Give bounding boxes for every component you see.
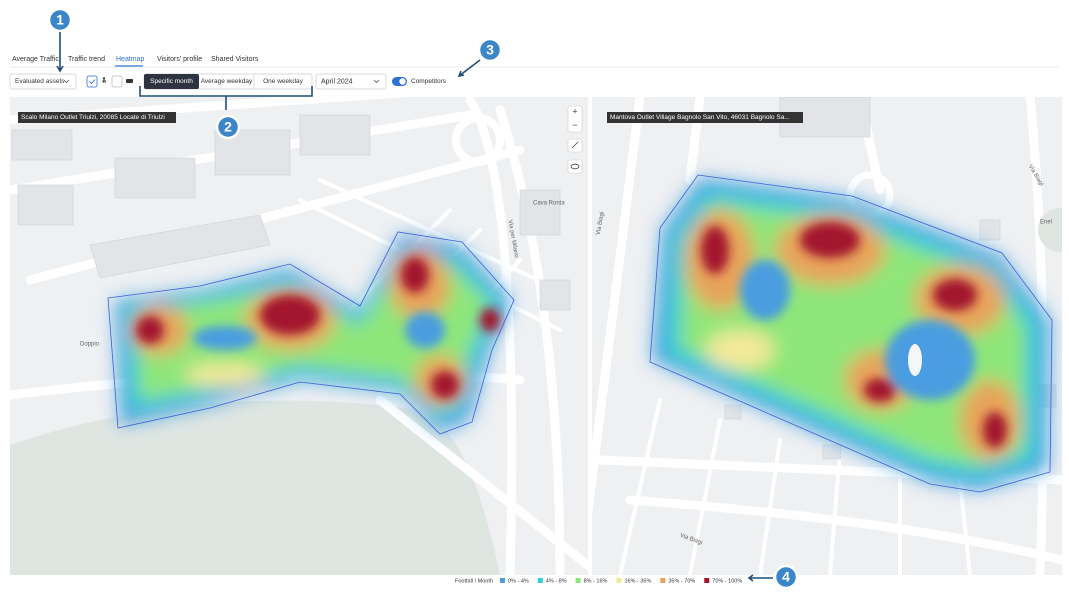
tab[interactable]: Visitors' profile <box>157 56 202 63</box>
building <box>299 114 371 156</box>
toggle-knob <box>399 78 406 85</box>
legend-swatch <box>575 578 581 583</box>
legend-swatch <box>704 578 710 583</box>
asset-outline <box>107 231 515 435</box>
callout-number: 3 <box>486 42 494 58</box>
callout-number: 2 <box>224 119 232 135</box>
eye-icon <box>570 163 580 170</box>
car-icon <box>126 79 133 83</box>
building <box>519 189 561 236</box>
callout-bracket <box>139 86 313 110</box>
visibility-button[interactable] <box>567 159 583 174</box>
walk-checkbox[interactable] <box>86 75 98 88</box>
map-label-bg <box>18 112 176 123</box>
zoom-in[interactable]: + <box>572 106 577 116</box>
asset-outline <box>649 174 1053 493</box>
map-label: Mantova Outlet Village Bagnolo San Vito,… <box>610 114 790 121</box>
building <box>539 279 571 311</box>
building <box>17 184 74 226</box>
tab[interactable]: Traffic trend <box>68 56 105 63</box>
map-left: Doppio Via per Milano Cava Ronta Scalo M… <box>10 97 588 575</box>
building <box>979 219 1001 241</box>
tab-bar: Average Traffic Traffic trend Heatmap Vi… <box>10 56 1060 68</box>
building <box>724 404 742 420</box>
street-label: Enel <box>1040 220 1052 226</box>
legend-title: Footfall / Month <box>455 578 493 584</box>
tab[interactable]: Shared Visitors <box>211 56 259 63</box>
legend-label: 8% - 16% <box>584 578 608 584</box>
road <box>592 97 1062 575</box>
building <box>114 157 196 199</box>
check-icon <box>89 79 96 85</box>
segment-selected[interactable] <box>144 74 199 89</box>
tab-active[interactable]: Heatmap <box>116 56 145 63</box>
callout-badge <box>773 564 799 590</box>
building <box>822 444 842 460</box>
legend-label: 70% - 100% <box>712 578 742 584</box>
callout-arrow <box>747 574 773 582</box>
road <box>618 398 972 575</box>
callout-badge <box>215 114 241 140</box>
street-label: Doppio <box>80 342 100 348</box>
callout-arrow <box>56 32 64 73</box>
segment-label: Average weekday <box>201 78 253 85</box>
callout-number: 4 <box>782 569 790 585</box>
map-right: Via Biagi Via Biagi Enel Via Biagi Manto… <box>592 97 1062 575</box>
chevron <box>63 79 70 84</box>
annotations: 1 2 3 4 <box>47 7 799 590</box>
map-label: Scalo Milano Outlet Triulzi, 20085 Locat… <box>21 114 165 121</box>
legend-swatch <box>616 578 622 583</box>
callout-badge <box>47 7 73 33</box>
legend-swatch <box>537 578 543 583</box>
heatmap <box>652 178 1050 490</box>
callout-number: 1 <box>56 12 64 28</box>
segment-label: Specific month <box>150 78 193 85</box>
park <box>1038 208 1062 252</box>
legend-label: 4% - 8% <box>546 578 567 584</box>
building <box>89 214 271 279</box>
building <box>11 129 73 161</box>
segment-label[interactable]: One weekday <box>263 78 303 85</box>
heatmap-core <box>701 222 1007 448</box>
month-dropdown[interactable] <box>315 73 387 90</box>
street-label: Via Biagi <box>596 211 606 235</box>
walk-icon <box>102 77 106 80</box>
heatmap-gap <box>908 344 922 376</box>
zoom-control <box>567 105 583 133</box>
legend: Footfall / Month 0% - 4% 4% - 8% 8% - 16% 1… <box>455 578 742 584</box>
chevron <box>373 79 380 84</box>
street-label: Cava Ronta <box>533 201 565 207</box>
legend-swatch <box>500 578 505 583</box>
field <box>10 400 500 575</box>
assets-dropdown[interactable] <box>9 73 77 90</box>
callout-badge <box>477 37 503 63</box>
toggle-label: Competitors <box>411 78 447 85</box>
zoom-out[interactable]: − <box>572 120 577 130</box>
month-label: April 2024 <box>321 78 353 85</box>
map-label-bg <box>607 112 803 123</box>
walk-icon <box>102 79 106 84</box>
legend-swatch <box>660 578 666 583</box>
dropdown-label: Evaluated assets <box>15 78 65 85</box>
tab[interactable]: Average Traffic <box>12 56 59 63</box>
roundabout <box>452 114 504 166</box>
legend-label: 16% - 35% <box>624 578 651 584</box>
toolbar: Evaluated assets Specific month Average … <box>9 73 447 90</box>
car-checkbox[interactable] <box>111 75 123 88</box>
heatmap-core <box>136 257 500 399</box>
callout-arrow <box>457 59 481 78</box>
legend-label: 0% - 4% <box>508 578 529 584</box>
fullscreen-icon <box>571 141 579 149</box>
legend-label: 35% - 70% <box>668 578 695 584</box>
